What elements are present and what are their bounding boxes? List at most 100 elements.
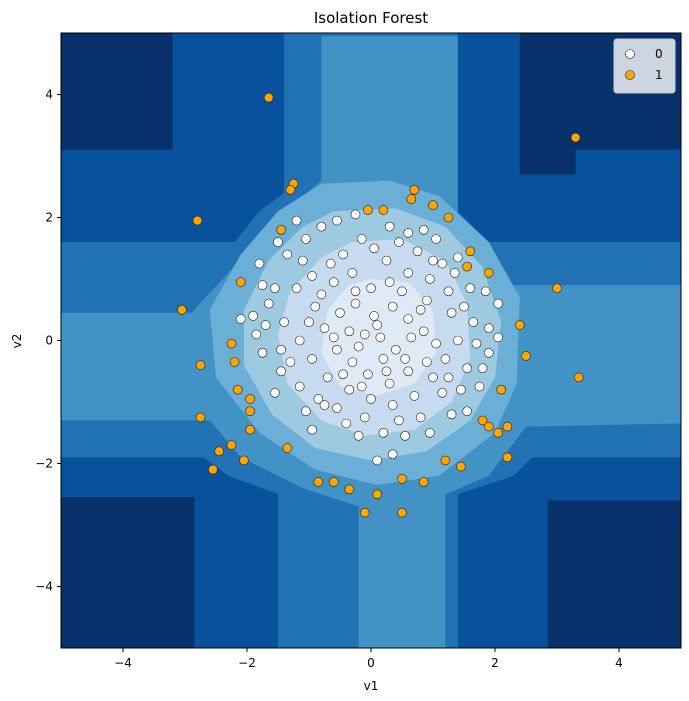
point-class-0-93 [437,387,448,398]
point-class-0-119 [400,354,410,364]
point-class-0-107 [297,255,308,266]
point-class-1-10 [443,212,454,223]
point-class-1-3 [285,185,296,195]
point-class-1-19 [521,351,531,361]
point-class-0-11 [403,228,414,238]
point-class-0-71 [418,326,429,337]
point-class-0-59 [366,394,376,404]
point-class-0-94 [285,357,296,367]
point-class-0-109 [276,344,286,355]
point-class-0-99 [270,283,280,294]
point-class-0-4 [291,215,302,226]
point-class-1-42 [397,474,407,484]
point-class-0-24 [456,384,466,395]
point-class-1-39 [502,452,513,463]
point-class-1-13 [462,261,472,272]
point-class-0-118 [350,286,361,297]
point-class-1-16 [552,283,562,294]
point-class-1-49 [397,507,407,518]
point-class-0-3 [282,249,293,260]
point-class-0-64 [304,317,314,327]
point-class-1-34 [226,440,237,450]
point-class-1-4 [409,185,420,195]
point-class-0-116 [301,406,311,417]
point-class-0-102 [406,332,417,343]
point-class-1-1 [570,132,581,143]
point-class-0-104 [421,295,432,306]
point-class-1-11 [276,225,286,235]
point-class-1-14 [483,268,494,278]
point-class-1-15 [236,277,246,287]
point-class-1-26 [245,394,255,404]
point-class-0-18 [493,298,503,309]
point-class-0-42 [279,317,290,327]
point-class-1-9 [428,200,438,210]
point-class-1-44 [328,477,339,487]
x-axis-label: v1 [364,679,379,693]
point-class-0-53 [468,317,479,327]
plot-area [61,33,681,648]
point-class-0-32 [319,400,330,410]
point-class-0-75 [384,378,395,389]
point-class-0-14 [437,258,448,269]
point-class-0-39 [236,314,246,324]
point-class-0-37 [257,347,268,358]
point-class-0-52 [459,301,469,312]
point-class-1-40 [456,461,466,472]
point-class-0-88 [325,258,336,269]
point-class-0-56 [428,372,438,383]
point-class-0-77 [347,357,358,367]
point-class-0-57 [409,391,420,401]
point-class-0-46 [347,268,358,278]
point-class-0-36 [270,387,280,398]
point-class-0-86 [338,369,348,380]
point-class-1-43 [313,477,324,487]
y-tick-label: 4 [45,88,53,102]
legend: 01 [613,38,676,94]
point-class-0-23 [474,381,485,392]
point-class-1-35 [214,446,224,457]
point-class-1-24 [496,384,507,395]
point-class-0-8 [350,209,361,220]
point-class-1-30 [483,421,494,432]
point-class-0-67 [350,298,361,309]
point-class-0-114 [260,320,271,330]
point-class-0-17 [480,286,491,297]
point-class-0-79 [344,326,355,337]
x-tick-label: 4 [615,656,623,670]
point-class-0-108 [449,268,460,278]
point-class-0-51 [443,286,454,297]
x-tick-label: 0 [367,656,375,670]
point-class-0-35 [276,366,286,377]
point-class-0-50 [425,274,435,284]
chart-title: Isolation Forest [314,9,428,27]
point-class-0-91 [307,271,317,281]
point-class-0-47 [366,283,376,294]
point-class-0-41 [263,298,274,309]
point-class-0-43 [291,283,302,294]
point-class-0-73 [421,357,432,367]
x-tick-label: −2 [238,656,256,670]
legend-marker-1 [625,70,635,80]
point-class-0-30 [359,412,370,423]
y-tick-label: −4 [35,580,53,594]
point-class-0-62 [307,354,317,364]
point-class-0-90 [412,246,423,257]
point-class-0-123 [415,304,426,315]
point-class-0-9 [369,243,379,254]
point-class-1-27 [245,406,255,417]
y-axis-label: v2 [10,334,24,349]
point-class-1-28 [195,412,206,423]
y-tick-label: 0 [45,334,53,348]
point-class-0-117 [443,372,454,383]
point-class-0-66 [335,307,345,318]
point-class-0-74 [403,366,414,377]
point-class-0-85 [372,320,383,330]
point-class-0-80 [359,329,370,340]
point-class-0-115 [387,449,398,460]
point-class-0-6 [316,221,327,232]
point-class-0-65 [319,323,330,334]
point-class-0-112 [338,249,348,260]
point-class-0-34 [294,381,305,392]
point-class-0-54 [452,335,463,346]
